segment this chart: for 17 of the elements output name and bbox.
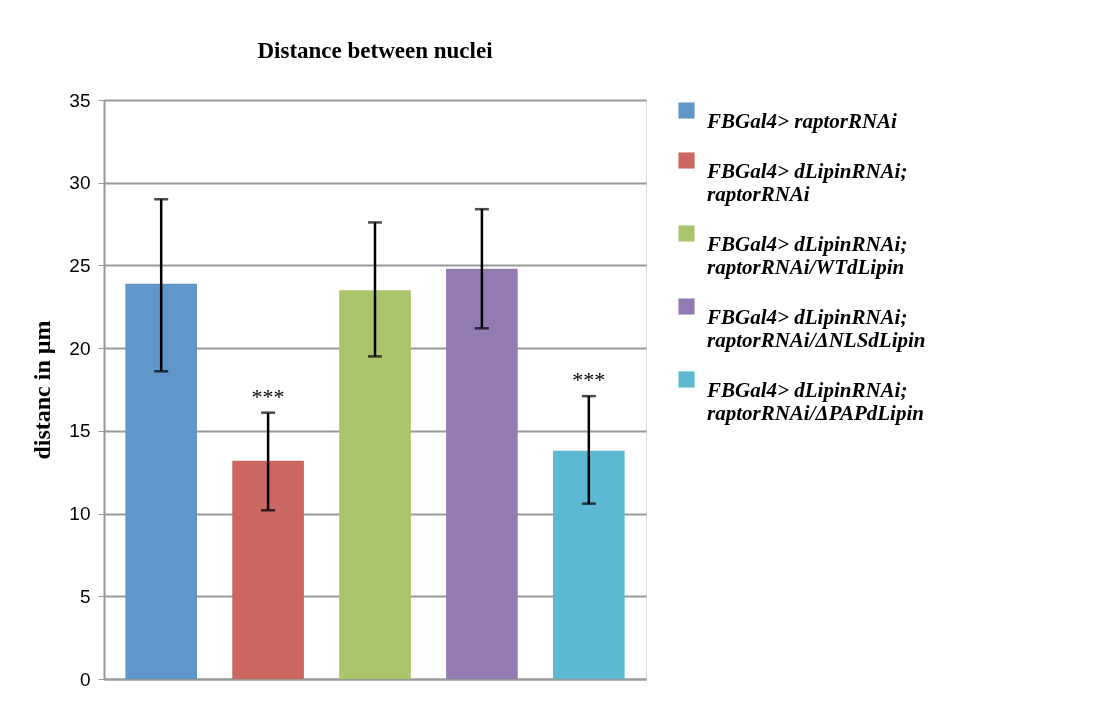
data-label: *** xyxy=(572,367,606,393)
data-label: *** xyxy=(251,383,285,409)
y-tick-label: 25 xyxy=(69,254,91,276)
chart-title: Distance between nuclei xyxy=(257,38,494,63)
y-tick-label: 0 xyxy=(79,668,91,690)
y-tick-label: 30 xyxy=(69,172,91,194)
legend-label: FBGal4> dLipinRNAi; raptorRNAi/ΔNLSdLipin xyxy=(706,304,926,352)
y-tick-label: 15 xyxy=(69,420,91,442)
y-axis-title: distanc in µm xyxy=(29,320,56,460)
legend-label: FBGal4> dLipinRNAi; raptorRNAi xyxy=(706,158,908,206)
y-tick-label: 20 xyxy=(69,337,91,359)
legend-label: FBGal4> dLipinRNAi; raptorRNAi/WTdLipin xyxy=(706,231,908,279)
y-tick-label: 35 xyxy=(69,89,91,111)
legend-label: FBGal4> raptorRNAi xyxy=(706,108,898,133)
y-tick-label: 5 xyxy=(79,585,91,607)
y-tick-label: 10 xyxy=(69,503,91,525)
legend-label: FBGal4> dLipinRNAi; raptorRNAi/ΔPAPdLipin xyxy=(706,377,924,425)
